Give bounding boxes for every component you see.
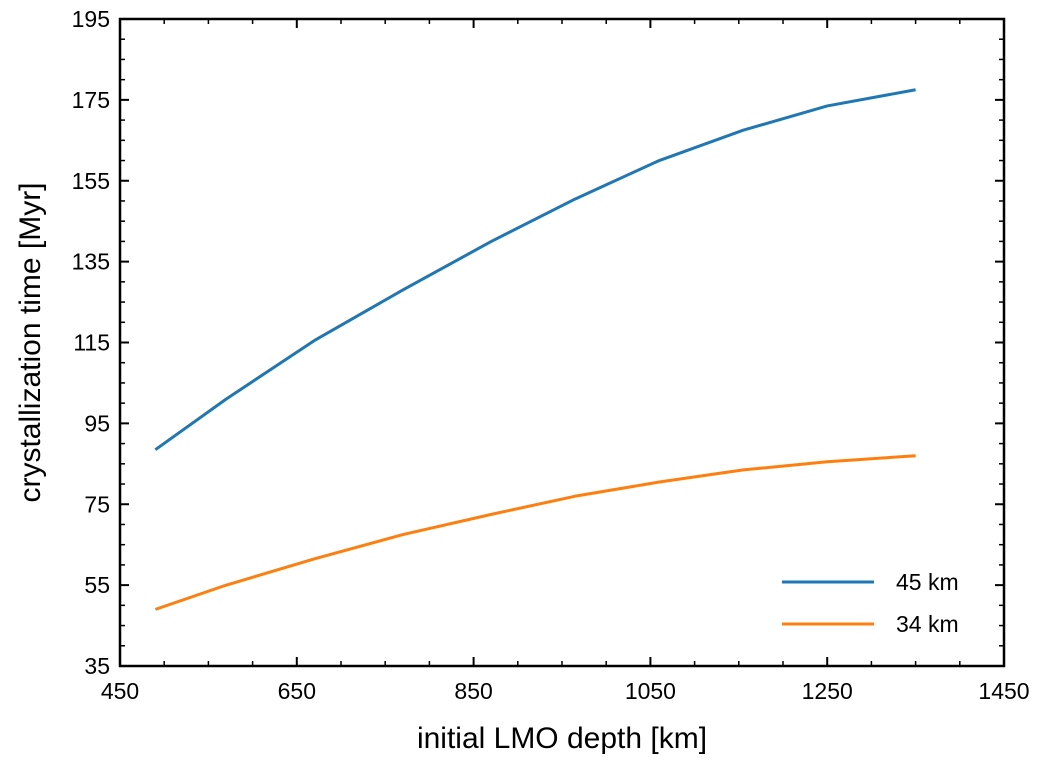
y-tick-label: 175 bbox=[72, 87, 110, 113]
plot-frame bbox=[118, 17, 1006, 668]
series-line-0 bbox=[154, 88, 916, 451]
x-tick-label: 1450 bbox=[978, 678, 1029, 704]
x-tick-label: 1050 bbox=[625, 678, 676, 704]
legend-label-0: 45 km bbox=[896, 569, 959, 595]
series-line-1 bbox=[154, 454, 916, 611]
y-tick-label: 135 bbox=[72, 249, 110, 275]
y-tick-label: 75 bbox=[84, 491, 110, 517]
x-tick-label: 1250 bbox=[802, 678, 853, 704]
legend-label-1: 34 km bbox=[896, 611, 959, 637]
y-axis-title: crystallization time [Myr] bbox=[14, 182, 47, 502]
y-tick-label: 95 bbox=[84, 410, 110, 436]
x-tick-label: 850 bbox=[454, 678, 492, 704]
plot-area bbox=[154, 88, 916, 611]
axes: 450 650 850 1050 1250 1450 35 55 75 95 115 135 155 17… bbox=[72, 6, 1030, 704]
legend: 45 km 34 km bbox=[782, 569, 959, 637]
x-tick-label: 650 bbox=[278, 678, 316, 704]
y-tick-label: 55 bbox=[84, 572, 110, 598]
x-tick-label: 450 bbox=[101, 678, 139, 704]
y-tick-label: 115 bbox=[73, 330, 110, 356]
x-axis-title: initial LMO depth [km] bbox=[417, 722, 707, 755]
y-tick-label: 35 bbox=[84, 653, 110, 679]
y-tick-label: 195 bbox=[72, 6, 110, 32]
y-tick-label: 155 bbox=[72, 168, 110, 194]
